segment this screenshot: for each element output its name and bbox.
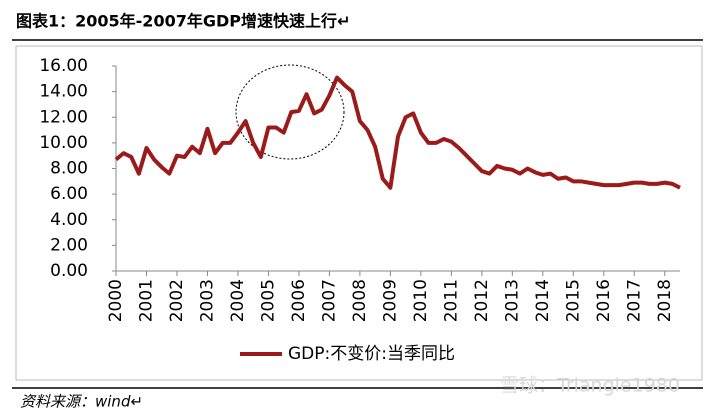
x-tick-label: 2002 [167,279,187,322]
y-tick-label: 4.00 [50,210,88,230]
x-tick-label: 2013 [502,279,522,322]
highlight-ellipse [235,64,345,160]
y-tick-label: 14.00 [39,82,88,102]
x-tick-label: 2015 [563,279,583,322]
x-tick-label: 2018 [655,279,675,322]
x-tick-label: 2006 [289,279,309,322]
y-tick-label: 6.00 [50,184,88,204]
x-tick-label: 2004 [228,279,248,322]
chart-frame [15,45,703,381]
x-tick-label: 2003 [197,279,217,322]
y-tick-label: 2.00 [50,235,88,255]
y-tick-label: 16.00 [39,56,88,76]
y-tick-label: 12.00 [39,107,88,127]
x-tick-label: 2000 [106,279,126,322]
x-tick-label: 2005 [258,279,278,322]
y-tick-label: 0.00 [50,261,88,281]
x-tick-label: 2012 [472,279,492,322]
source: 资料来源：wind↵ [20,393,143,411]
x-tick-label: 2007 [319,279,339,322]
chart-title: 图表1：2005年-2007年GDP增速快速上行↵ [16,12,350,31]
x-tick-label: 2008 [350,279,370,322]
y-tick-label: 10.00 [39,133,88,153]
y-tick-label: 8.00 [50,159,88,179]
x-tick-label: 2014 [533,279,553,322]
watermark: 雪球：Triangle1980 [500,375,680,397]
data-line [114,75,681,190]
x-tick-label: 2016 [594,279,614,322]
x-tick-label: 2010 [411,279,431,322]
legend-label: GDP:不变价:当季同比 [288,344,455,364]
x-tick-label: 2001 [136,279,156,322]
x-tick-label: 2017 [624,279,644,322]
x-tick-label: 2011 [441,279,461,322]
x-tick-label: 2009 [380,279,400,322]
